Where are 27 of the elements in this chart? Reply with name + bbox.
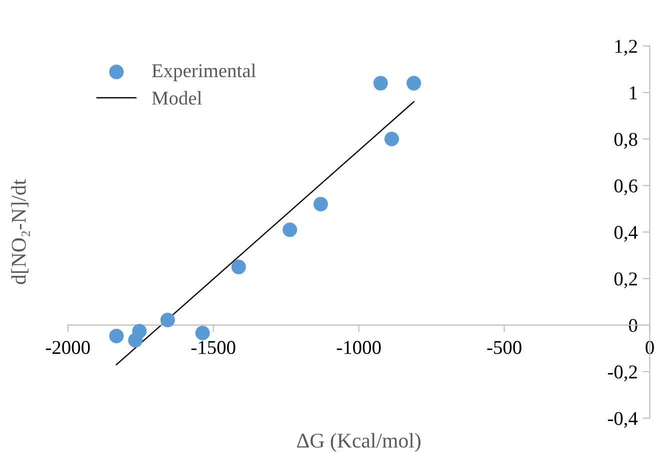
y-tick-label: 0,8 bbox=[614, 132, 638, 149]
y-axis-title: d[NO₂-N]/dt bbox=[11, 179, 30, 284]
point bbox=[195, 326, 210, 340]
x-tick-label: -1500 bbox=[191, 340, 236, 354]
y-tick-label: -0,2 bbox=[608, 365, 637, 382]
y-tick-label: 0,6 bbox=[614, 179, 638, 196]
y-tick-label: 1 bbox=[630, 86, 637, 100]
x-tick-label: -2000 bbox=[46, 340, 90, 354]
x-tick-label: 0 bbox=[646, 340, 654, 354]
point bbox=[373, 76, 388, 90]
point bbox=[160, 312, 175, 328]
point bbox=[384, 132, 399, 146]
point bbox=[282, 222, 298, 238]
point bbox=[109, 328, 124, 344]
point bbox=[231, 260, 246, 274]
legend-label: Experimental bbox=[152, 64, 256, 82]
y-tick-label: 1,2 bbox=[615, 40, 637, 56]
x-axis-title: ΔG (Kcal/mol) bbox=[297, 433, 420, 452]
legend-label: Model bbox=[152, 91, 202, 105]
y-tick-label: -0,4 bbox=[608, 412, 638, 428]
point bbox=[406, 76, 422, 90]
point bbox=[313, 196, 328, 212]
x-tick-label: -1000 bbox=[336, 340, 381, 354]
y-tick-label: 0,2 bbox=[614, 272, 637, 288]
point bbox=[132, 324, 147, 338]
y-tick-label: 0,4 bbox=[614, 226, 638, 242]
x-tick-label: -500 bbox=[487, 340, 522, 354]
